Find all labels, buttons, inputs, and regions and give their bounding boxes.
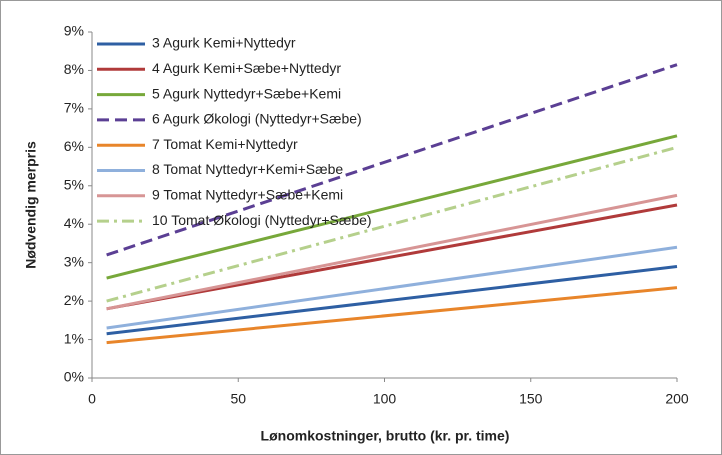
x-tick-label: 200 <box>665 391 689 407</box>
legend-label: 10 Tomat Økologi (Nyttedyr+Sæbe) <box>152 212 372 228</box>
y-tick-label: 9% <box>64 23 84 39</box>
legend-label: 5 Agurk Nyttedyr+Sæbe+Kemi <box>152 85 341 101</box>
y-tick-label: 4% <box>64 215 84 231</box>
series-line <box>106 193 678 311</box>
series-line <box>106 286 678 345</box>
x-tick-label: 150 <box>519 391 543 407</box>
legend-label: 6 Agurk Økologi (Nyttedyr+Sæbe) <box>152 111 362 127</box>
legend-label: 9 Tomat Nyttedyr+Sæbe+Kemi <box>152 187 343 203</box>
legend-label: 8 Tomat Nyttedyr+Kemi+Sæbe <box>152 161 343 177</box>
legend-label: 7 Tomat Kemi+Nyttedyr <box>152 136 298 152</box>
series-line <box>106 145 678 303</box>
y-tick-label: 0% <box>64 369 84 385</box>
y-tick-label: 6% <box>64 138 84 154</box>
y-tick-label: 5% <box>64 176 84 192</box>
y-tick-label: 8% <box>64 61 84 77</box>
legend-label: 4 Agurk Kemi+Sæbe+Nyttedyr <box>152 60 341 76</box>
legend-label: 3 Agurk Kemi+Nyttedyr <box>152 35 296 51</box>
y-axis-label: Nødvendig merpris <box>23 141 39 269</box>
y-tick-label: 3% <box>64 253 84 269</box>
y-tick-label: 1% <box>64 330 84 346</box>
x-axis-label: Lønomkostninger, brutto (kr. pr. time) <box>261 428 510 444</box>
x-tick-label: 50 <box>230 391 246 407</box>
y-tick-label: 2% <box>64 292 84 308</box>
series-line <box>106 245 678 330</box>
series-line <box>106 134 678 280</box>
series-line <box>106 63 678 257</box>
series-line <box>106 203 678 311</box>
y-tick-label: 7% <box>64 100 84 116</box>
series-line <box>106 265 678 336</box>
x-tick-label: 100 <box>373 391 397 407</box>
x-tick-label: 0 <box>88 391 96 407</box>
